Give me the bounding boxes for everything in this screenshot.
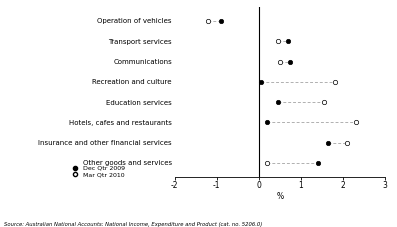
Point: [218, 19, 224, 23]
Point: [277, 60, 283, 63]
Legend: Dec Qtr 2009, Mar Qtr 2010: Dec Qtr 2009, Mar Qtr 2010: [68, 165, 125, 177]
Point: [344, 141, 351, 144]
Point: [353, 121, 359, 124]
Point: [258, 80, 264, 84]
Point: [275, 39, 281, 43]
X-axis label: %: %: [276, 192, 283, 201]
Point: [275, 100, 281, 104]
Point: [331, 80, 338, 84]
Point: [321, 100, 327, 104]
Text: Source: Australian National Accounts: National Income, Expenditure and Product (: Source: Australian National Accounts: Na…: [4, 222, 262, 227]
Point: [264, 121, 270, 124]
Point: [264, 161, 270, 165]
Point: [314, 161, 321, 165]
Point: [285, 39, 291, 43]
Point: [205, 19, 212, 23]
Point: [325, 141, 331, 144]
Point: [287, 60, 293, 63]
